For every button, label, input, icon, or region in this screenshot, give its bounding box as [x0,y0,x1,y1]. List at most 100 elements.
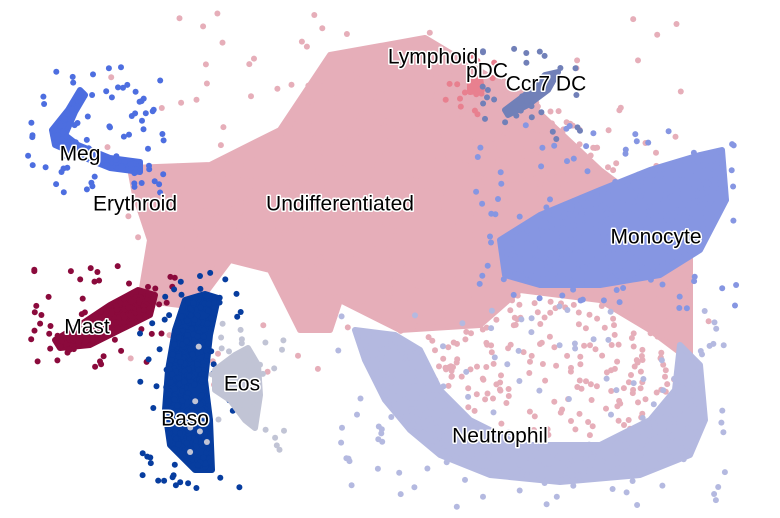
scatter-point [386,44,393,51]
scatter-point [443,437,449,443]
scatter-point [465,385,472,392]
scatter-point [120,84,126,91]
scatter-point [690,186,697,193]
scatter-point [471,407,478,414]
scatter-point [218,210,225,217]
scatter-point [639,423,646,430]
scatter-point [622,146,629,153]
scatter-point [247,168,254,175]
scatter-point [303,165,310,172]
scatter-point [191,232,198,239]
scatter-point [203,203,209,210]
scatter-point [395,144,402,151]
scatter-point [302,152,309,159]
scatter-point [287,177,294,184]
scatter-point [210,361,217,368]
scatter-point [521,455,528,462]
scatter-point [54,357,61,364]
scatter-point [669,391,676,398]
scatter-point [570,155,577,162]
scatter-point [608,299,615,306]
scatter-point [528,140,534,147]
scatter-point [661,460,668,467]
scatter-point [551,220,558,226]
scatter-point [321,151,328,157]
scatter-point [502,221,509,228]
scatter-point [426,138,433,145]
scatter-point [711,319,718,326]
scatter-point [442,288,449,295]
scatter-point [408,172,414,179]
scatter-point [92,363,99,370]
scatter-point [528,329,535,336]
scatter-point [581,202,588,209]
scatter-point [559,219,566,226]
scatter-point [574,57,581,64]
scatter-point [669,225,676,232]
scatter-point [571,340,578,347]
cluster-label-neutrophil: Neutrophil [452,425,548,448]
scatter-point [437,137,444,144]
scatter-point [625,379,632,386]
scatter-point [240,402,247,409]
scatter-point [532,194,539,201]
scatter-point [244,228,251,235]
scatter-point [200,412,207,419]
scatter-point [505,196,512,203]
scatter-point [466,100,473,107]
scatter-point [427,183,434,190]
scatter-point [578,211,585,218]
scatter-point [241,355,248,362]
scatter-point [153,278,160,285]
scatter-point [591,261,597,268]
scatter-point [590,278,597,285]
scatter-point [171,341,178,348]
scatter-point [306,133,313,140]
scatter-point [312,187,318,194]
scatter-point [468,144,475,151]
scatter-point [648,325,654,331]
scatter-point [146,276,153,283]
scatter-point [613,160,620,167]
scatter-point [443,366,449,373]
scatter-point [136,98,143,105]
scatter-point [303,293,310,300]
scatter-point [658,357,665,364]
scatter-point [502,129,509,136]
scatter-point [347,188,354,195]
scatter-point [598,208,605,215]
scatter-point [379,109,386,115]
scatter-point [379,125,386,132]
scatter-point [528,315,535,322]
scatter-point [414,118,421,125]
scatter-point [639,357,646,363]
scatter-point [385,82,392,89]
scatter-point [447,154,454,161]
scatter-point [604,210,611,217]
scatter-point [160,231,167,238]
scatter-point [530,249,537,256]
scatter-point [641,315,648,322]
scatter-point [541,314,548,321]
scatter-point [183,197,190,204]
scatter-point [193,443,200,450]
scatter-point [81,153,88,160]
scatter-point [192,242,199,249]
scatter-point [247,382,254,389]
scatter-point [496,300,503,307]
scatter-point [481,195,488,202]
scatter-point [162,409,169,416]
scatter-point [391,189,398,196]
scatter-point [457,103,464,110]
scatter-point [572,345,579,352]
scatter-point [525,442,532,449]
scatter-point [654,182,660,189]
scatter-point [547,309,554,316]
scatter-point [142,110,149,117]
scatter-point [669,433,676,440]
scatter-point [100,321,107,328]
scatter-point [538,163,545,170]
scatter-point [621,222,628,229]
scatter-point [460,297,466,304]
